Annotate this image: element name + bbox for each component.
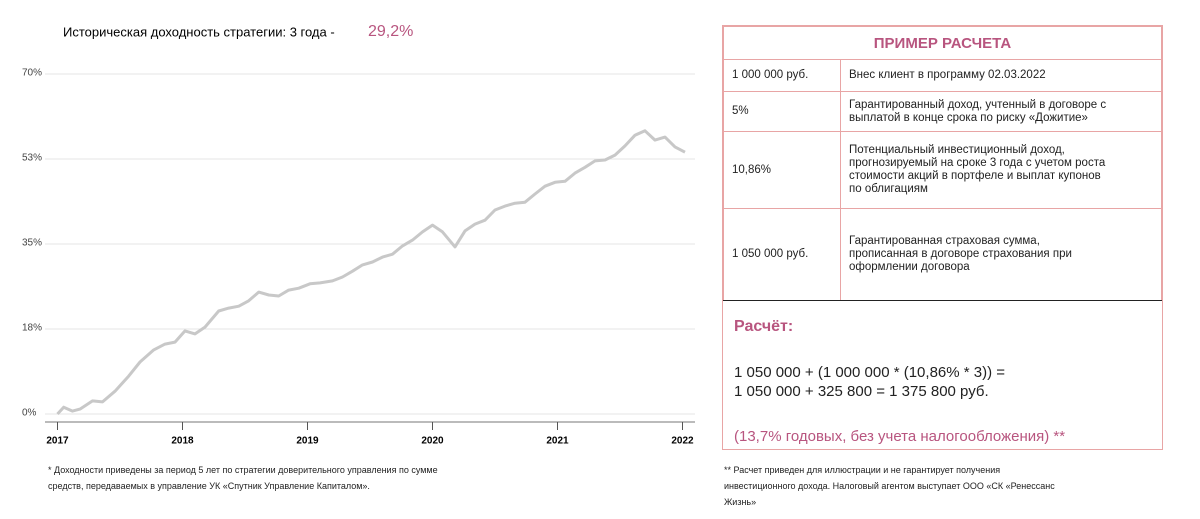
footnote-line: средств, передаваемых в управление УК «С…: [48, 481, 370, 491]
cell: Потенциальный инвестиционный доход, прогн…: [840, 131, 1162, 209]
calc-panel: ПРИМЕР РАСЧЕТА 1 000 000 руб. Внес клиент…: [722, 25, 1163, 450]
cell-line: Потенциальный инвестиционный доход,: [849, 144, 1065, 156]
cell: 10,86%: [723, 131, 841, 209]
footnote-line: Жизнь»: [724, 497, 757, 507]
cell-line: Гарантированная страховая сумма,: [849, 235, 1040, 247]
cell-line: стоимости акций в портфеле и выплат купо…: [849, 170, 1101, 182]
chart-title: Историческая доходность стратегии: 3 год…: [63, 24, 335, 39]
cell: 1 050 000 руб.: [723, 208, 841, 301]
cell-line: Внес клиент в программу 02.03.2022: [849, 69, 1046, 81]
x-tick-label: 2020: [421, 436, 444, 447]
calc-result: (13,7% годовых, без учета налогообложени…: [734, 428, 1066, 445]
cell: Гарантированный доход, учтенный в догово…: [840, 91, 1162, 132]
formula-line: 1 050 000 + 325 800 = 1 375 800 руб.: [734, 383, 989, 400]
y-tick-label: 35%: [22, 238, 42, 249]
calc-title: ПРИМЕР РАСЧЕТА: [723, 26, 1162, 60]
formula-line: 1 050 000 + (1 000 000 * (10,86% * 3)) =: [734, 364, 1006, 381]
chart-footnote: * Доходности приведены за период 5 лет п…: [48, 462, 438, 494]
y-tick-label: 0%: [22, 408, 37, 419]
y-tick-label: 70%: [22, 68, 42, 79]
cell-line: выплатой в конце срока по риску «Дожитие…: [849, 111, 1088, 124]
cell: 5%: [723, 91, 841, 132]
x-tick-label: 2019: [296, 436, 319, 447]
calc-footnote: ** Расчет приведен для иллюстрации и не …: [724, 462, 1055, 510]
cell-line: оформлении договора: [849, 261, 970, 273]
cell: Внес клиент в программу 02.03.2022: [840, 59, 1162, 92]
cell-line: прописанная в договоре страхования при: [849, 248, 1072, 260]
cell-line: по облигациям: [849, 183, 928, 195]
y-tick-label: 18%: [22, 323, 42, 334]
footnote-line: инвестиционного дохода. Налоговый агенто…: [724, 481, 1055, 491]
formula: 1 050 000 + (1 000 000 * (10,86% * 3)) =…: [734, 363, 1005, 401]
cell-line: Гарантированный доход, учтенный в догово…: [849, 98, 1107, 111]
cell-line: прогнозируемый на сроке 3 года с учетом …: [849, 157, 1106, 169]
y-tick-label: 53%: [22, 153, 42, 164]
x-tick-label: 2021: [546, 436, 569, 447]
x-tick-label: 2017: [46, 436, 69, 447]
cell: Гарантированная страховая сумма, прописан…: [840, 208, 1162, 301]
chart: Историческая доходность стратегии: 3 год…: [22, 23, 695, 447]
calc-subtitle: Расчёт:: [734, 318, 794, 335]
footnote-line: ** Расчет приведен для иллюстрации и не …: [724, 465, 1001, 475]
footnote-line: * Доходности приведены за период 5 лет п…: [48, 465, 438, 475]
cell: 1 000 000 руб.: [723, 59, 841, 92]
x-tick-label: 2022: [671, 436, 694, 447]
line-series: [56, 129, 686, 416]
calc-table: ПРИМЕР РАСЧЕТА 1 000 000 руб. Внес клиент…: [723, 26, 1162, 301]
chart-title-highlight: 29,2%: [368, 23, 413, 40]
x-tick-label: 2018: [171, 436, 194, 447]
